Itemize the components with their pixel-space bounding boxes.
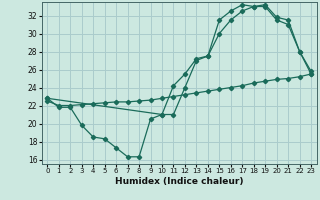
X-axis label: Humidex (Indice chaleur): Humidex (Indice chaleur)	[115, 177, 244, 186]
